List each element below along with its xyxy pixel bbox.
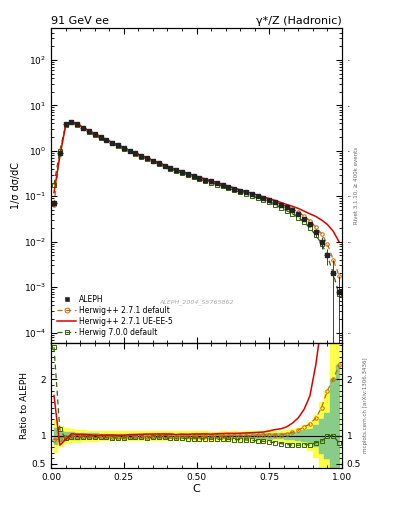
Text: 91 GeV ee: 91 GeV ee [51, 16, 109, 26]
Y-axis label: mcplots.cern.ch [arXiv:1306.3436]: mcplots.cern.ch [arXiv:1306.3436] [362, 358, 367, 454]
Text: γ*/Z (Hadronic): γ*/Z (Hadronic) [256, 16, 342, 26]
Text: ALEPH_2004_S5765862: ALEPH_2004_S5765862 [159, 299, 234, 305]
Y-axis label: Ratio to ALEPH: Ratio to ALEPH [20, 372, 29, 439]
Y-axis label: Rivet 3.1.10, ≥ 400k events: Rivet 3.1.10, ≥ 400k events [354, 147, 358, 224]
Y-axis label: 1/σ dσ/dC: 1/σ dσ/dC [11, 162, 21, 209]
Legend: ALEPH, Herwig++ 2.7.1 default, Herwig++ 2.7.1 UE-EE-5, Herwig 7.0.0 default: ALEPH, Herwig++ 2.7.1 default, Herwig++ … [55, 292, 175, 339]
X-axis label: C: C [193, 484, 200, 494]
